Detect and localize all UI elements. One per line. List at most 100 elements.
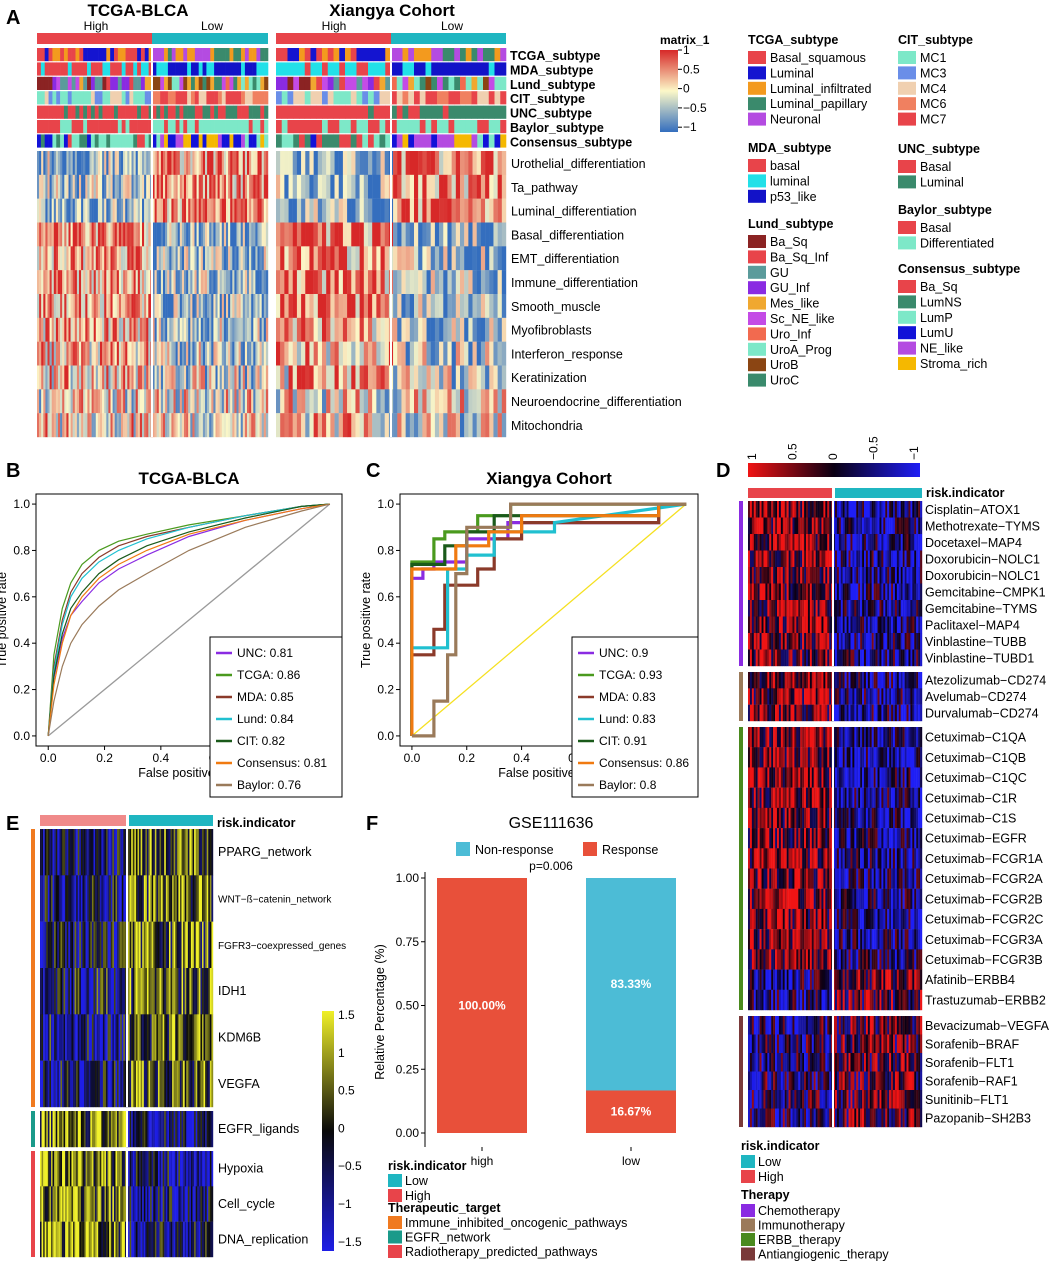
pathway-cell <box>179 246 183 271</box>
pathway-cell <box>194 413 197 438</box>
colorbar-tick-label: 0.5 <box>786 443 800 460</box>
heat-cell <box>869 583 872 601</box>
heat-cell <box>829 704 832 722</box>
heat-cell <box>844 688 847 705</box>
heat-cell <box>891 727 894 748</box>
pathway-cell <box>215 174 218 199</box>
pathway-cell <box>209 222 212 247</box>
pathway-cell <box>355 222 360 247</box>
pathway-cell <box>317 389 323 414</box>
heat-cell <box>748 501 751 518</box>
heat-cell <box>804 807 807 829</box>
pathway-cell <box>251 246 254 271</box>
heat-cell <box>902 727 905 748</box>
heat-cell <box>784 517 787 535</box>
heat-cell <box>838 517 841 535</box>
heat-cell <box>898 688 901 705</box>
pathway-cell <box>160 413 164 438</box>
heat-cell <box>856 848 859 869</box>
pathway-cell <box>74 222 78 247</box>
heat-cell <box>910 501 913 518</box>
heat-cell <box>867 868 870 889</box>
pathway-cell <box>192 365 195 390</box>
heat-cell <box>918 807 921 829</box>
heat-cell <box>864 688 867 705</box>
pathway-cell <box>338 389 344 414</box>
heat-cell <box>827 908 830 930</box>
subtype-cell <box>202 62 207 76</box>
pathway-cell <box>226 317 229 342</box>
pathway-cell <box>123 151 126 176</box>
heat-cell <box>796 704 799 722</box>
pathway-cell <box>217 341 220 366</box>
pathway-cell <box>152 389 155 414</box>
subtype-cell <box>237 76 242 90</box>
heat-cell <box>918 828 921 849</box>
pathway-cell <box>280 294 285 319</box>
subtype-cell <box>339 105 346 119</box>
heat-cell <box>856 649 859 667</box>
heat-cell <box>749 688 753 705</box>
pathway-cell <box>236 365 239 390</box>
pathway-cell <box>194 198 197 223</box>
heat-cell <box>777 704 780 722</box>
heat-cell <box>918 600 921 617</box>
subtype-cell <box>431 48 438 62</box>
pathway-cell <box>91 246 94 271</box>
pathway-cell <box>179 317 183 342</box>
pathway-cell <box>83 246 86 271</box>
pathway-cell <box>76 174 80 199</box>
pathway-cell <box>472 270 477 295</box>
subtype-cell <box>448 62 455 76</box>
heat-cell <box>867 672 870 689</box>
panel-a-group-low-right: Low <box>441 19 463 33</box>
subtype-cell <box>233 62 238 76</box>
heat-cell <box>815 747 818 768</box>
heat-cell <box>838 747 841 768</box>
subtype-cell <box>52 120 57 134</box>
heat-cell <box>782 688 785 705</box>
heat-cell <box>898 517 901 535</box>
x-tick-label: 0.2 <box>458 751 475 765</box>
heat-cell <box>798 848 801 869</box>
pathway-cell <box>240 246 243 271</box>
heat-cell <box>898 534 901 551</box>
pathway-cell <box>181 413 185 438</box>
pathway-cell <box>228 317 231 342</box>
subtype-cell <box>345 134 352 148</box>
heat-cell <box>794 672 797 689</box>
pathway-cell <box>152 270 155 295</box>
heat-cell <box>784 807 787 829</box>
pathway-cell <box>426 294 431 319</box>
heat-cell <box>804 600 807 617</box>
heat-cell <box>891 908 894 930</box>
heat-cell <box>778 908 782 930</box>
subtype-cell <box>437 134 444 148</box>
pathway-cell <box>322 151 327 176</box>
heat-cell <box>867 633 870 650</box>
subtype-cell <box>442 48 449 62</box>
subtype-cell <box>419 91 426 105</box>
heat-cell <box>906 888 909 910</box>
subtype-cell <box>333 120 340 134</box>
subtype-cell <box>194 134 199 148</box>
pathway-cell <box>359 198 365 223</box>
heat-cell <box>757 688 760 705</box>
pathway-cell <box>181 365 185 390</box>
heat-cell <box>780 616 783 634</box>
panel-b: B TCGA-BLCA0.00.20.40.60.81.00.00.20.40.… <box>0 460 343 798</box>
heat-cell <box>748 534 751 551</box>
subtype-cell <box>171 48 176 62</box>
subtype-cell <box>310 48 317 62</box>
heat-cell <box>873 534 876 551</box>
pathway-cell <box>169 246 172 271</box>
heat-cell <box>821 567 824 584</box>
heat-cell <box>813 616 816 634</box>
pathway-cell <box>301 198 306 223</box>
pathway-cell <box>37 198 40 223</box>
pathway-cell <box>160 151 164 176</box>
pathway-cell <box>447 341 452 366</box>
pathway-cell <box>232 246 235 271</box>
pathway-cell <box>160 246 164 271</box>
heat-cell <box>827 767 830 788</box>
